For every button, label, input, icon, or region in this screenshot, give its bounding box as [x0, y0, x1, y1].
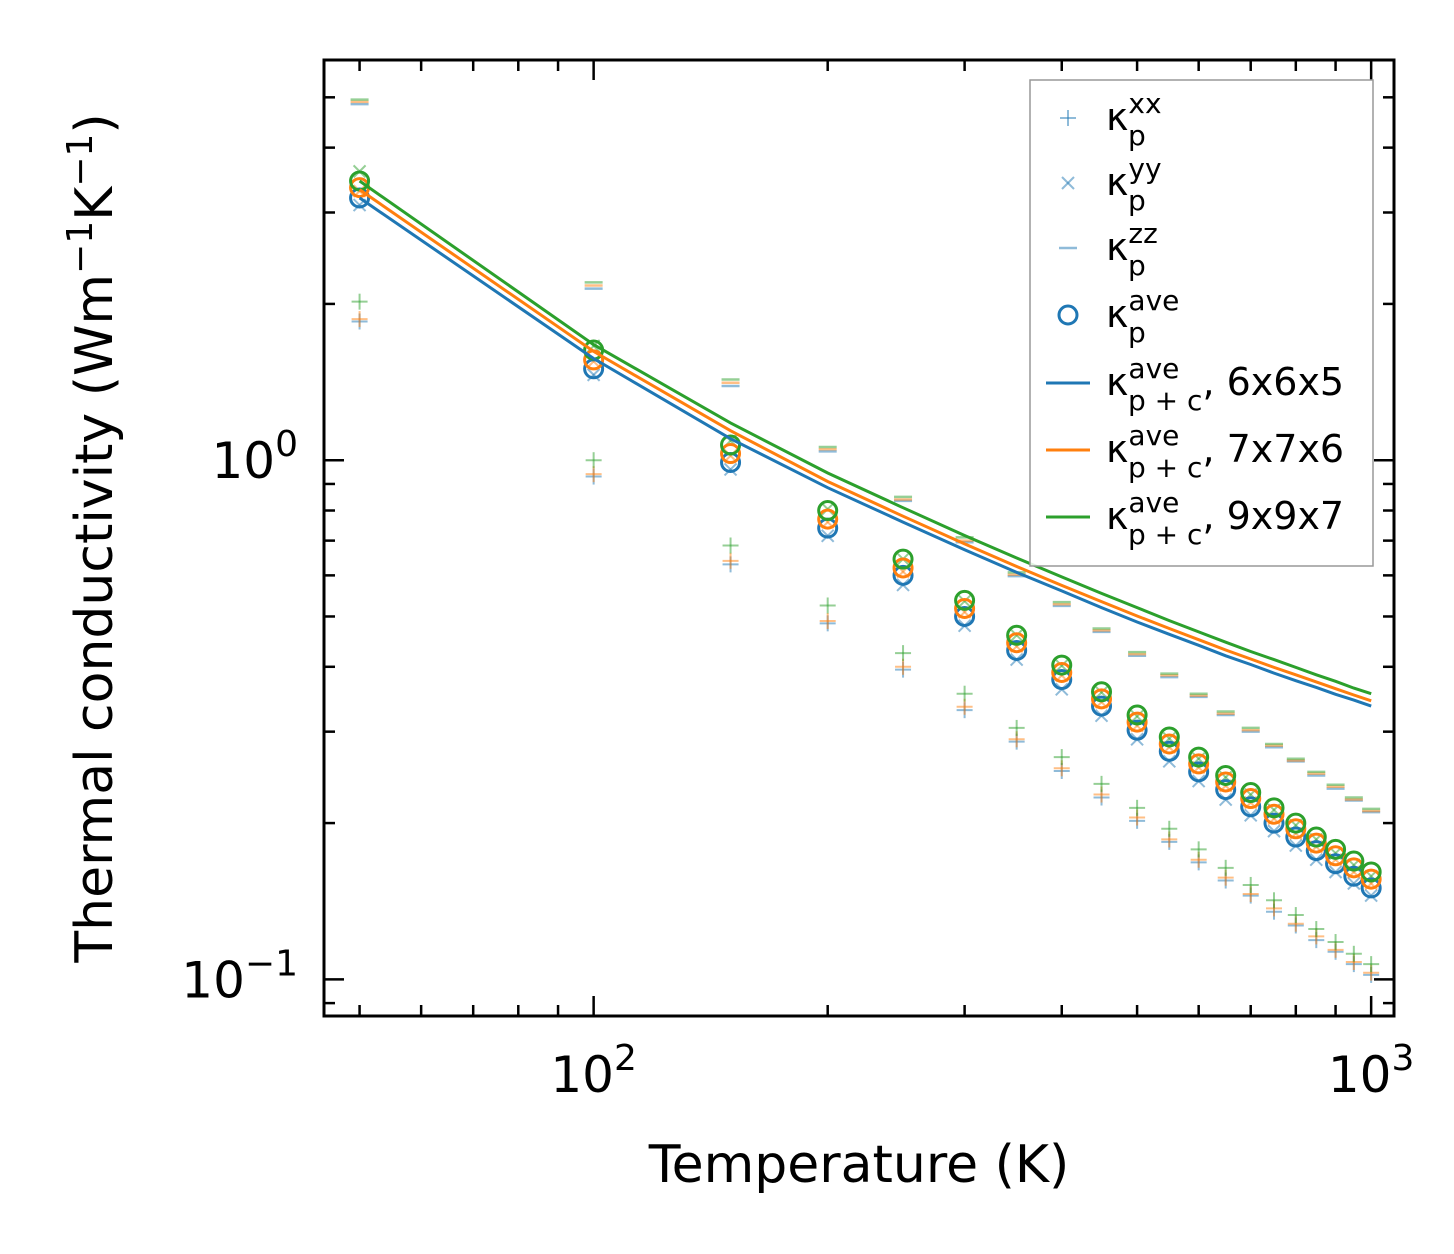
legend-entry: κave p + c, 6x6x5 — [1046, 352, 1344, 417]
series-ave-7x7x6 — [349, 177, 1382, 890]
legend-entry: κzz p — [1059, 217, 1158, 282]
kappa-ave-point — [720, 434, 742, 456]
kappa-ave-point — [954, 598, 976, 620]
kappa-ave-point — [1091, 695, 1113, 717]
legend-label: κyy p — [1106, 152, 1162, 217]
legend-label: κave p + c, 9x9x7 — [1106, 486, 1344, 551]
kappa-ave-point — [892, 564, 914, 586]
kappa-ave-point — [1126, 704, 1148, 726]
kappa-ave-point — [1343, 850, 1365, 872]
legend-frame — [1029, 79, 1374, 567]
legend-label: κave p + c, 7x7x6 — [1106, 419, 1344, 484]
kappa-ave-point — [1215, 779, 1237, 801]
kappa-ave-point — [1126, 711, 1148, 733]
kappa-ave-point — [1325, 845, 1347, 867]
tick-labels: 102 103 10−1 100 — [181, 424, 1414, 1104]
kappa-ave-point — [1051, 669, 1073, 691]
kappa-ave-point — [1188, 746, 1210, 768]
kappa-ave-point — [892, 557, 914, 579]
x-axis-label: Temperature (K) — [648, 1135, 1070, 1195]
kappa-ave-point — [1305, 826, 1327, 848]
kappa-ave-point — [1188, 753, 1210, 775]
kappa-yy-point — [1009, 628, 1024, 642]
kappa-ave-point — [817, 508, 839, 530]
kappa-ave-point — [1285, 818, 1307, 840]
kappa-ave-point — [1051, 661, 1073, 683]
kappa-yy-point — [1055, 658, 1069, 673]
legend-marker — [1057, 304, 1079, 326]
kappa-ave-point — [1240, 788, 1262, 810]
x-tick-label: 103 — [1328, 1038, 1415, 1104]
kappa-ave-point — [1006, 632, 1028, 654]
kappa-ave-point — [1285, 826, 1307, 848]
kappa-ave-point — [1360, 868, 1382, 890]
kappa-ave-point — [1285, 812, 1307, 834]
kappa-ave-point — [1215, 764, 1237, 786]
legend-label: κave p — [1106, 284, 1179, 349]
kappa-pc-line-6x6x5 — [358, 196, 1372, 708]
kappa-ave-point — [1263, 812, 1285, 834]
y-tick-label: 100 — [211, 424, 298, 490]
kappa-ave-point — [1305, 832, 1327, 854]
legend-label: κave p + c, 6x6x5 — [1106, 352, 1344, 417]
kappa-ave-point — [1006, 624, 1028, 646]
kappa-ave-point — [954, 605, 976, 627]
kappa-ave-point — [1240, 782, 1262, 804]
series-ave-9x9x7 — [349, 170, 1382, 883]
legend-entry: κyy p — [1061, 152, 1162, 217]
kappa-ave-point — [1006, 639, 1028, 661]
kappa-yy-point — [723, 462, 738, 477]
kappa-yy-point — [586, 368, 601, 382]
kappa-ave-point — [1126, 719, 1148, 741]
kappa-ave-point — [1158, 726, 1180, 748]
kappa-ave-point — [720, 443, 742, 465]
x-tick-label: 102 — [550, 1038, 637, 1104]
kappa-ave-point — [1051, 654, 1073, 676]
kappa-ave-point — [1215, 771, 1237, 793]
legend-entry: κxx p — [1060, 87, 1162, 152]
kappa-ave-point — [1091, 681, 1113, 703]
kappa-ave-point — [1360, 861, 1382, 883]
kappa-yy-point — [957, 594, 972, 608]
kappa-pc-line-9x9x7 — [358, 179, 1372, 696]
legend-entry: κave p + c, 9x9x7 — [1046, 486, 1344, 551]
axis-ticks — [324, 60, 1394, 1016]
kappa-ave-point — [1263, 797, 1285, 819]
kappa-ave-point — [1091, 688, 1113, 710]
kappa-ave-point — [1158, 740, 1180, 762]
y-axis-label: Thermal conductivity (Wm−1K−1) — [60, 113, 125, 963]
kappa-ave-point — [1240, 796, 1262, 818]
kappa-ave-point — [1360, 877, 1382, 899]
legend-entry: κave p + c, 7x7x6 — [1046, 419, 1344, 484]
kappa-yy-point — [1347, 876, 1361, 891]
kappa-ave-point — [1325, 838, 1347, 860]
kappa-ave-point — [1263, 803, 1285, 825]
legend-label: κxx p — [1106, 87, 1162, 152]
y-tick-label: 10−1 — [181, 943, 298, 1009]
legend-entry: κave p — [1057, 284, 1179, 349]
kappa-ave-point — [1158, 733, 1180, 755]
legend-label: κzz p — [1106, 217, 1158, 282]
kappa-ave-point — [1188, 761, 1210, 783]
data-layer — [349, 98, 1382, 983]
plot-frame — [322, 58, 1396, 1018]
legend-marker — [1061, 176, 1075, 190]
kappa-ave-point — [817, 500, 839, 522]
kappa-pc-line-7x7x6 — [358, 188, 1372, 703]
kappa-ave-point — [892, 548, 914, 570]
kappa-ave-point — [954, 589, 976, 611]
